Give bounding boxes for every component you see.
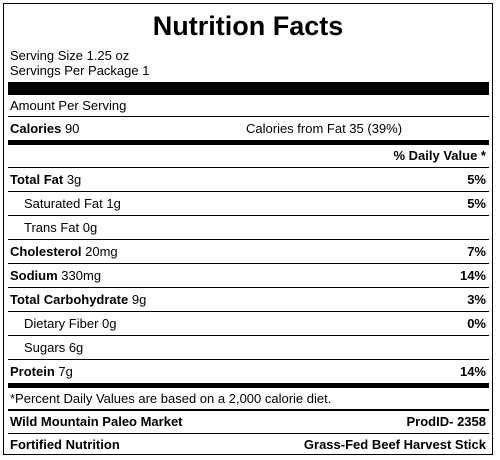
amount-per-serving: Amount Per Serving xyxy=(10,98,127,113)
divider xyxy=(8,311,489,312)
nutrient-label: Total Fat xyxy=(10,172,64,187)
nutrient-row-cholesterol: Cholesterol 20mg xyxy=(10,244,118,259)
nutrient-amount: 6g xyxy=(68,340,84,355)
divider xyxy=(8,409,489,411)
nutrition-label: Nutrition Facts Serving Size 1.25 oz Ser… xyxy=(3,3,493,455)
divider xyxy=(8,335,489,336)
nutrient-dv: 14% xyxy=(459,364,486,379)
divider xyxy=(8,215,489,216)
nutrient-label: Dietary Fiber xyxy=(24,316,99,331)
servings-per-package: Servings Per Package 1 xyxy=(10,63,150,78)
nutrient-label: Trans Fat xyxy=(24,220,80,235)
nutrient-dv: 5% xyxy=(467,196,486,211)
nutrient-label: Sugars xyxy=(24,340,66,355)
nutrient-dv: 7% xyxy=(467,244,486,259)
calories-label: Calories xyxy=(10,121,62,136)
nutrient-row-trans-fat: Trans Fat 0g xyxy=(24,220,97,235)
divider xyxy=(8,167,489,168)
thick-divider xyxy=(8,82,489,95)
nutrient-row-dietary-fiber: Dietary Fiber 0g xyxy=(24,316,117,331)
divider xyxy=(8,239,489,240)
nutrient-amount: 330mg xyxy=(61,268,102,283)
nutrient-label: Cholesterol xyxy=(10,244,82,259)
divider xyxy=(8,359,489,360)
nutrient-dv: 0% xyxy=(467,316,486,331)
serving-size: Serving Size 1.25 oz xyxy=(10,48,130,63)
nutrient-amount: 20mg xyxy=(85,244,118,259)
nutrient-amount: 7g xyxy=(58,364,73,379)
footnote: *Percent Daily Values are based on a 2,0… xyxy=(10,391,332,406)
calories-value: 90 xyxy=(64,121,80,136)
nutrient-amount: 9g xyxy=(131,292,147,307)
nutrient-row-protein: Protein 7g xyxy=(10,364,73,379)
nutrient-label: Saturated Fat xyxy=(24,196,103,211)
divider xyxy=(8,433,489,434)
daily-value-header: % Daily Value * xyxy=(393,148,487,163)
nutrient-label: Sodium xyxy=(10,268,58,283)
nutrient-row-total-carbohydrate: Total Carbohydrate 9g xyxy=(10,292,146,307)
nutrient-label: Total Carbohydrate xyxy=(10,292,129,307)
nutrient-amount: 1g xyxy=(106,196,121,211)
nutrient-dv: 5% xyxy=(467,172,486,187)
divider xyxy=(8,287,489,288)
brand-name: Wild Mountain Paleo Market xyxy=(10,414,183,429)
product-id: ProdID- 2358 xyxy=(406,414,486,429)
calories-from-fat: Calories from Fat 35 (39%) xyxy=(246,121,403,136)
divider xyxy=(8,263,489,264)
nutrient-row-saturated-fat: Saturated Fat 1g xyxy=(24,196,121,211)
nutrient-row-sodium: Sodium 330mg xyxy=(10,268,101,283)
medium-divider xyxy=(8,383,489,388)
medium-divider xyxy=(8,140,489,145)
nutrient-amount: 0g xyxy=(102,316,117,331)
product-name: Grass-Fed Beef Harvest Stick xyxy=(303,437,486,452)
divider xyxy=(8,116,489,117)
nutrient-row-total-fat: Total Fat 3g xyxy=(10,172,81,187)
nutrient-dv: 14% xyxy=(459,268,486,283)
nutrient-label: Protein xyxy=(10,364,55,379)
label-title: Nutrition Facts xyxy=(152,11,344,41)
company-name: Fortified Nutrition xyxy=(10,437,120,452)
nutrient-row-sugars: Sugars 6g xyxy=(24,340,83,355)
nutrient-dv: 3% xyxy=(467,292,486,307)
divider xyxy=(8,191,489,192)
nutrient-amount: 0g xyxy=(82,220,98,235)
calories-row: Calories 90 xyxy=(10,121,79,136)
nutrient-amount: 3g xyxy=(66,172,82,187)
